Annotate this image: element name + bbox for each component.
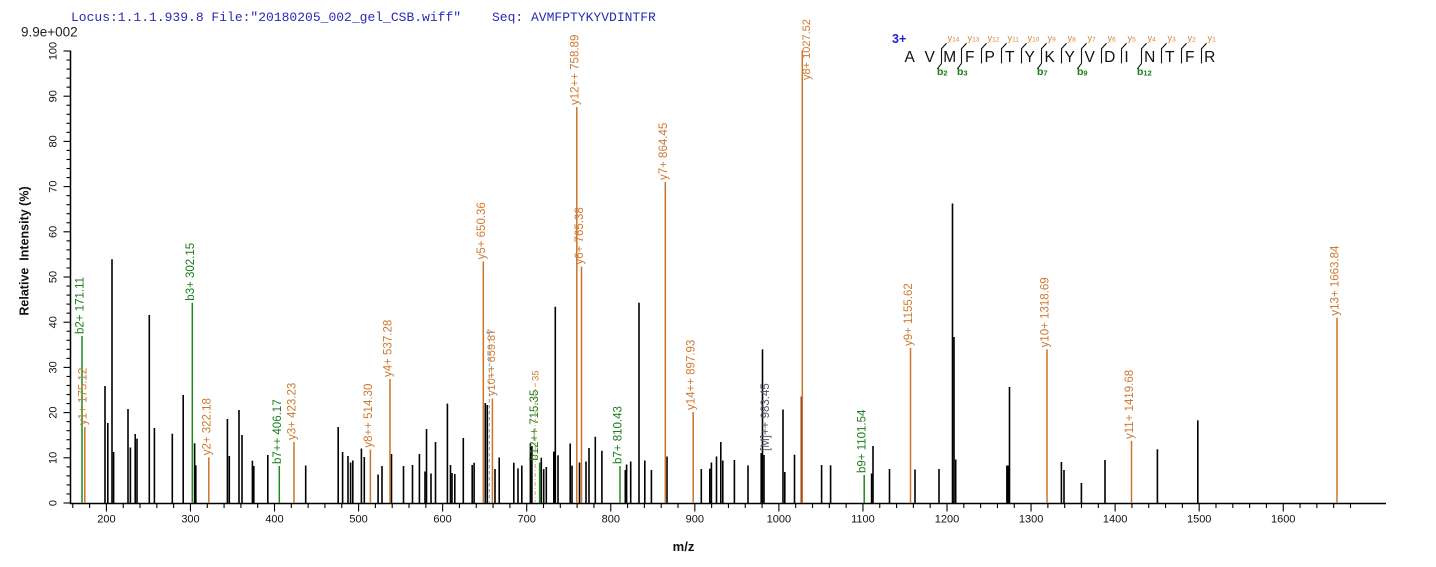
svg-text:y3+ 423.23: y3+ 423.23 bbox=[287, 383, 299, 440]
svg-text:1600: 1600 bbox=[1271, 514, 1295, 526]
svg-text:V: V bbox=[1085, 49, 1096, 66]
svg-text:b7: b7 bbox=[1037, 66, 1048, 78]
svg-text:b3+ 302.15: b3+ 302.15 bbox=[185, 243, 197, 301]
svg-text:M: M bbox=[943, 49, 956, 66]
svg-text:y13: y13 bbox=[968, 33, 980, 43]
svg-text:A: A bbox=[905, 49, 916, 66]
svg-text:Locus:1.1.1.939.8 File:"201802: Locus:1.1.1.939.8 File:"20180205_002_gel… bbox=[71, 10, 461, 25]
svg-text:9.9e+002: 9.9e+002 bbox=[21, 25, 78, 40]
svg-text:R: R bbox=[1204, 49, 1215, 66]
svg-text:b7+ 810.43: b7+ 810.43 bbox=[613, 406, 625, 464]
svg-text:Y: Y bbox=[1025, 49, 1035, 66]
svg-text:K: K bbox=[1045, 49, 1056, 66]
svg-text:50: 50 bbox=[48, 271, 60, 283]
svg-text:y10+ 1318.69: y10+ 1318.69 bbox=[1040, 277, 1052, 347]
svg-text:y12++ 758.89: y12++ 758.89 bbox=[569, 35, 581, 105]
svg-text:700: 700 bbox=[518, 514, 536, 526]
svg-text:m/z: m/z bbox=[673, 539, 695, 554]
svg-text:y8+ 1027.52: y8+ 1027.52 bbox=[801, 19, 813, 80]
svg-text:10: 10 bbox=[48, 452, 60, 464]
svg-text:b12: b12 bbox=[1137, 66, 1152, 78]
svg-text:I: I bbox=[1124, 49, 1128, 66]
svg-text:b7++ 406.17: b7++ 406.17 bbox=[272, 399, 284, 464]
svg-text:0: 0 bbox=[48, 500, 60, 506]
svg-text:y8: y8 bbox=[1068, 33, 1077, 43]
svg-text:800: 800 bbox=[602, 514, 620, 526]
svg-text:70: 70 bbox=[48, 180, 60, 192]
svg-text:500: 500 bbox=[349, 514, 367, 526]
svg-text:900: 900 bbox=[686, 514, 704, 526]
svg-text:Seq: AVMFPTYKYVDINTFR: Seq: AVMFPTYKYVDINTFR bbox=[492, 10, 656, 25]
svg-text:y4: y4 bbox=[1148, 33, 1157, 43]
svg-text:y2+ 322.18: y2+ 322.18 bbox=[201, 398, 213, 455]
svg-text:V: V bbox=[925, 49, 936, 66]
svg-text:y4+ 537.28: y4+ 537.28 bbox=[383, 320, 395, 377]
svg-text:90: 90 bbox=[48, 90, 60, 102]
svg-text:30: 30 bbox=[48, 361, 60, 373]
svg-text:y7+ 864.45: y7+ 864.45 bbox=[658, 123, 670, 180]
svg-text:Y: Y bbox=[1065, 49, 1075, 66]
svg-text:y10++ 659.87: y10++ 659.87 bbox=[486, 329, 498, 396]
svg-text:y10: y10 bbox=[1028, 33, 1040, 43]
svg-text:1200: 1200 bbox=[935, 514, 959, 526]
svg-text:N: N bbox=[1144, 49, 1155, 66]
svg-text:60: 60 bbox=[48, 226, 60, 238]
svg-text:b2+ 171.11: b2+ 171.11 bbox=[75, 277, 87, 334]
svg-text:1100: 1100 bbox=[851, 514, 875, 526]
svg-text:y12: y12 bbox=[988, 33, 1000, 43]
svg-text:400: 400 bbox=[265, 514, 283, 526]
svg-text:3+: 3+ bbox=[892, 32, 906, 46]
svg-text:1000: 1000 bbox=[767, 514, 791, 526]
svg-text:F: F bbox=[965, 49, 974, 66]
svg-text:y6+ 765.38: y6+ 765.38 bbox=[574, 207, 586, 264]
svg-text:200: 200 bbox=[97, 514, 115, 526]
svg-text:y8++ 514.30: y8++ 514.30 bbox=[363, 384, 375, 448]
svg-text:300: 300 bbox=[181, 514, 199, 526]
svg-text:80: 80 bbox=[48, 135, 60, 147]
svg-text:y14: y14 bbox=[948, 33, 960, 43]
svg-text:y3: y3 bbox=[1168, 33, 1177, 43]
svg-text:y13+ 1663.84: y13+ 1663.84 bbox=[1330, 245, 1342, 316]
svg-text:b2: b2 bbox=[937, 66, 948, 78]
svg-text:y9: y9 bbox=[1048, 33, 1057, 43]
svg-text:y1: y1 bbox=[1208, 33, 1217, 43]
svg-text:1400: 1400 bbox=[1103, 514, 1127, 526]
svg-text:1500: 1500 bbox=[1187, 514, 1211, 526]
svg-text:y2: y2 bbox=[1188, 33, 1197, 43]
svg-text:100: 100 bbox=[48, 42, 60, 60]
svg-text:b9+ 1101.54: b9+ 1101.54 bbox=[857, 409, 869, 473]
svg-text:y1+ 175.12: y1+ 175.12 bbox=[77, 368, 89, 425]
svg-text:y11+ 1419.68: y11+ 1419.68 bbox=[1124, 370, 1136, 439]
svg-text:Relative Intensity (%): Relative Intensity (%) bbox=[18, 186, 32, 315]
svg-text:[M]++ 983.45: [M]++ 983.45 bbox=[760, 383, 772, 451]
svg-text:35: 35 bbox=[531, 370, 542, 381]
svg-text:40: 40 bbox=[48, 316, 60, 328]
svg-text:y9+ 1155.62: y9+ 1155.62 bbox=[903, 283, 915, 346]
svg-text:b3: b3 bbox=[957, 66, 968, 78]
svg-text:F: F bbox=[1185, 49, 1194, 66]
svg-text:T: T bbox=[1165, 49, 1175, 66]
svg-text:b9: b9 bbox=[1077, 66, 1088, 78]
svg-text:y5: y5 bbox=[1128, 33, 1137, 43]
svg-text:y5+ 650.36: y5+ 650.36 bbox=[476, 202, 488, 259]
svg-text:y11: y11 bbox=[1008, 33, 1020, 43]
svg-text:y7: y7 bbox=[1088, 33, 1097, 43]
svg-text:T: T bbox=[1005, 49, 1015, 66]
svg-text:1300: 1300 bbox=[1019, 514, 1043, 526]
svg-text:P: P bbox=[985, 49, 995, 66]
svg-text:y6: y6 bbox=[1108, 33, 1117, 43]
svg-text:y14++ 897.93: y14++ 897.93 bbox=[686, 340, 698, 410]
svg-text:600: 600 bbox=[433, 514, 451, 526]
svg-text:20: 20 bbox=[48, 406, 60, 418]
svg-text:D: D bbox=[1104, 49, 1115, 66]
